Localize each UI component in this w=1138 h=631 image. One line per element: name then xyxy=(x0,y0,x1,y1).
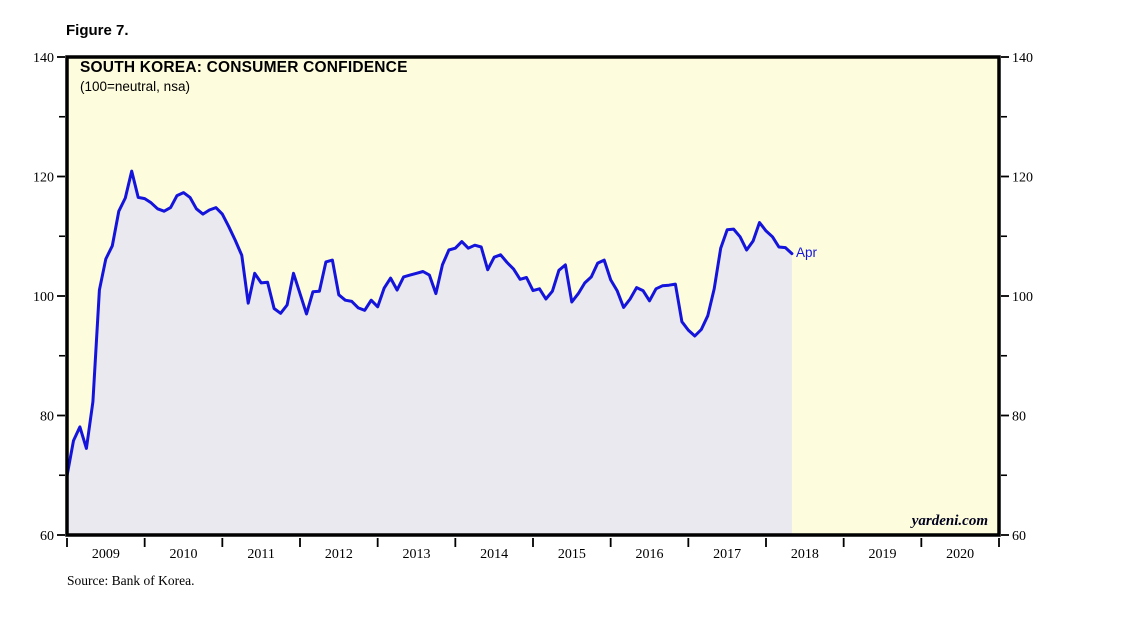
chart-subtitle: (100=neutral, nsa) xyxy=(80,79,190,94)
data-line xyxy=(65,169,794,478)
y-axis-label-left: 100 xyxy=(33,290,54,305)
y-axis-label-left: 80 xyxy=(40,410,54,425)
area-fill xyxy=(67,171,792,535)
x-axis-year-label: 2011 xyxy=(247,547,274,562)
chart-title-block: SOUTH KOREA: CONSUMER CONFIDENCE (100=ne… xyxy=(80,59,408,94)
y-axis-label-left: 140 xyxy=(33,51,54,66)
x-axis-year-label: 2018 xyxy=(791,547,819,562)
x-axis-year-label: 2014 xyxy=(480,547,508,562)
y-axis-label-left: 120 xyxy=(33,171,54,186)
y-axis-label-right: 120 xyxy=(1012,171,1033,186)
chart-title: SOUTH KOREA: CONSUMER CONFIDENCE xyxy=(80,59,408,76)
source-note: Source: Bank of Korea. xyxy=(67,573,195,588)
y-axis-label-left: 60 xyxy=(40,529,54,544)
x-axis-year-label: 2019 xyxy=(869,547,897,562)
y-axis-label-right: 60 xyxy=(1012,529,1026,544)
x-axis-year-label: 2013 xyxy=(403,547,431,562)
x-axis-year-label: 2010 xyxy=(170,547,198,562)
y-axis-label-right: 140 xyxy=(1012,51,1033,66)
plot-frame xyxy=(65,55,1001,537)
x-axis-year-label: 2009 xyxy=(92,547,120,562)
x-axis-year-label: 2016 xyxy=(636,547,664,562)
y-axis-label-right: 80 xyxy=(1012,410,1026,425)
x-axis-year-label: 2015 xyxy=(558,547,586,562)
x-axis-year-label: 2020 xyxy=(946,547,974,562)
watermark-yardeni: yardeni.com xyxy=(911,513,988,529)
series-end-label: Apr xyxy=(796,245,818,260)
x-axis-year-label: 2017 xyxy=(713,547,741,562)
y-axis-label-right: 100 xyxy=(1012,290,1033,305)
figure-label: Figure 7. xyxy=(66,22,129,39)
x-axis-year-label: 2012 xyxy=(325,547,353,562)
